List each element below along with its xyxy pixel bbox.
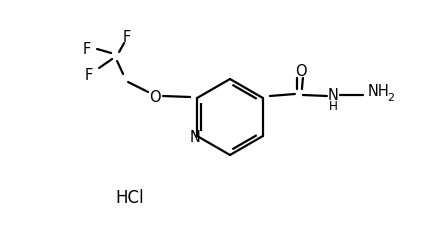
Text: F: F — [83, 41, 91, 56]
Text: HCl: HCl — [116, 188, 144, 206]
Text: F: F — [123, 29, 131, 44]
Text: H: H — [329, 100, 338, 113]
Text: 2: 2 — [387, 93, 394, 103]
Text: F: F — [85, 67, 93, 82]
Text: O: O — [295, 63, 307, 78]
Text: N: N — [328, 88, 338, 103]
Text: O: O — [149, 89, 161, 104]
Text: N: N — [190, 130, 200, 145]
Text: NH: NH — [368, 83, 390, 98]
